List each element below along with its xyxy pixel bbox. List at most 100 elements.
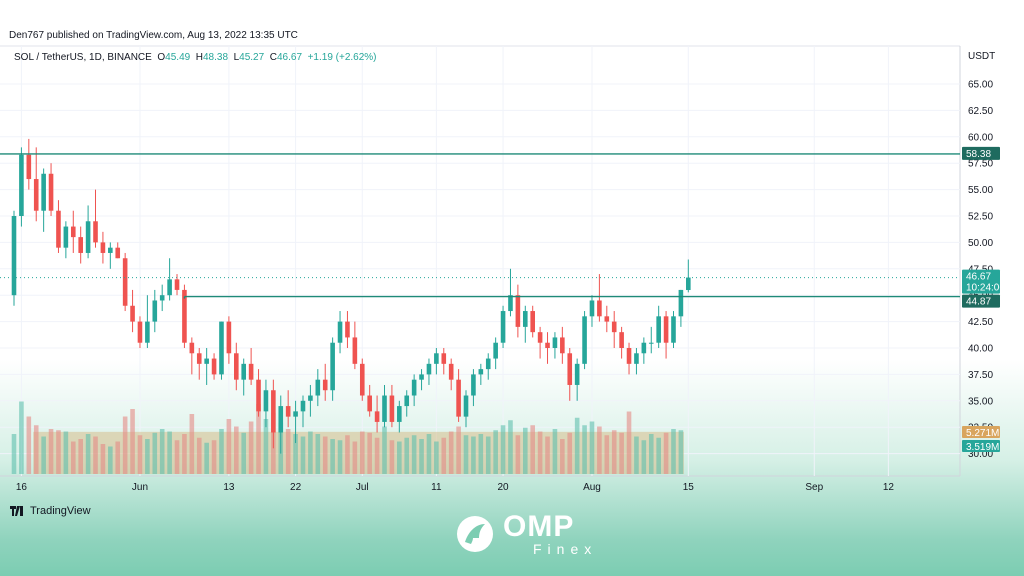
volume-bar [419,439,424,474]
volume-bar [315,434,321,474]
volume-bar [671,429,676,474]
svg-text:5.271M: 5.271M [966,428,999,439]
candle-body [478,369,484,375]
candle-body [567,353,573,385]
x-tick-label: Sep [805,482,823,493]
candle-body [493,342,498,359]
candle-body [560,337,565,354]
candle-body [500,311,506,343]
low-value: 45.27 [239,52,265,63]
candle-body [315,379,321,396]
candle-body [108,247,113,253]
candle-body [48,173,54,211]
candle-body [619,332,624,348]
volume-bar [434,441,439,474]
y-tick-label: 50.00 [968,238,993,249]
volume-bar [263,419,269,474]
volume-tag: 3.519M [962,440,1000,453]
volume-bar [530,425,535,474]
x-tick-label: 11 [431,482,442,493]
volume-bar [478,434,484,474]
candle-body [189,342,195,354]
volume-bar [552,429,558,474]
volume-bar [300,436,306,474]
volume-bar [330,439,335,474]
candle-body [574,363,580,385]
volume-bar [85,434,91,474]
volume-bar [611,430,617,474]
high-label: H [195,52,203,63]
volume-bar [634,436,639,474]
volume-bar [352,441,358,474]
volume-bar [145,439,150,474]
candle-body [419,374,424,380]
volume-bar [196,437,202,474]
volume-bar [182,434,187,474]
resistance-price-tag: 58.38 [962,146,1000,160]
volume-bar [19,401,24,474]
volume-bar [248,421,254,474]
y-tick-label: 30.00 [968,449,993,460]
candle-body [626,348,632,364]
candle-body [263,390,269,412]
candle-body [352,337,358,364]
candle-body [137,321,143,343]
candle-body [11,216,17,296]
candle-body [145,321,150,343]
candle-body [300,400,306,412]
x-tick-label: Jul [356,482,369,493]
candle-body [271,390,276,433]
y-tick-label: 35.00 [968,396,993,407]
candle-body [211,358,217,375]
volume-bar [70,441,76,474]
volume-bar [656,437,661,474]
volume-bar [404,437,410,474]
candle-body [248,363,254,380]
candle-body [485,358,491,370]
tradingview-logo[interactable]: TradingView [10,505,91,517]
y-tick-label: 57.50 [968,159,993,170]
published-caption: Den767 published on TradingView.com, Aug… [9,30,298,41]
y-tick-label: 52.50 [968,212,993,223]
candle-body [582,316,587,364]
candle-body [448,363,454,380]
volume-bar [241,432,247,474]
volume-bar [93,436,98,474]
volume-bar [500,425,506,474]
x-tick-label: Jun [132,482,148,493]
candle-body [545,342,550,348]
candle-body [93,221,98,243]
horizontal-levels [0,153,960,299]
y-tick-label: 65.00 [968,80,993,91]
y-tick-label: 42.50 [968,317,993,328]
candle-body [330,342,335,391]
candle-body [397,406,402,422]
candle-body [33,179,39,211]
y-tick-label: 60.00 [968,132,993,143]
volume-bar [63,431,69,474]
high-value: 48.38 [203,52,229,63]
candle-body [634,353,639,364]
volume-bar [574,417,580,474]
volume-bar [137,435,143,474]
volume-bar [456,426,461,474]
brand-subtitle: Finex [533,541,598,557]
time-axis: 16 Jun 13 22 Jul 11 20 Aug 15 Sep 12 [16,482,895,493]
symbol-legend[interactable]: SOL / TetherUS, 1D, BINANCE O45.49 H48.3… [14,52,377,63]
candle-body [19,154,24,216]
candle-body [174,279,180,290]
volume-bar [389,440,395,474]
candle-body [530,311,535,333]
volume-bar [493,430,498,474]
volume-bars [11,401,684,474]
volume-bar [322,436,328,474]
volume-bar [537,431,543,474]
x-tick-label: 15 [683,482,695,493]
candle-body [63,226,69,248]
candle-body [441,353,447,364]
volume-bar [382,426,387,474]
y-tick-label: 55.00 [968,185,993,196]
candle-body [226,321,232,354]
